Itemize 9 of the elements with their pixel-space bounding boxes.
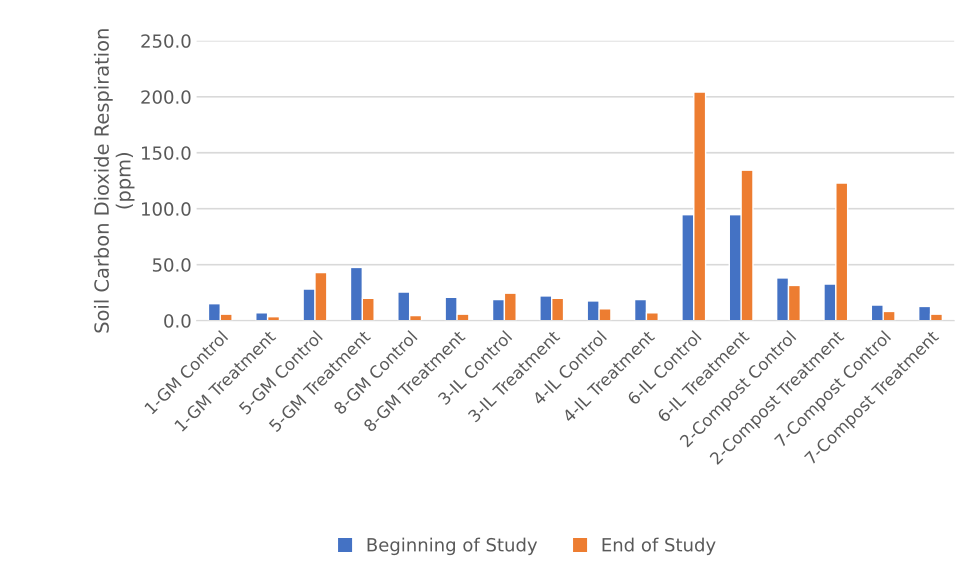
legend-label: Beginning of Study xyxy=(368,538,538,556)
y-tick-label: 50.0 xyxy=(152,258,191,272)
y-tick-label: 200.0 xyxy=(141,90,191,104)
y-tick-label: 150.0 xyxy=(142,146,191,160)
legend-label: End of Study xyxy=(602,538,716,556)
y-tick-label: 250.0 xyxy=(141,34,191,48)
y-axis-title: Soil Carbon Dioxide Respiration (ppm) xyxy=(94,29,134,333)
y-tick-label: 100.0 xyxy=(142,202,191,216)
y-tick-label: 0.0 xyxy=(164,314,191,328)
